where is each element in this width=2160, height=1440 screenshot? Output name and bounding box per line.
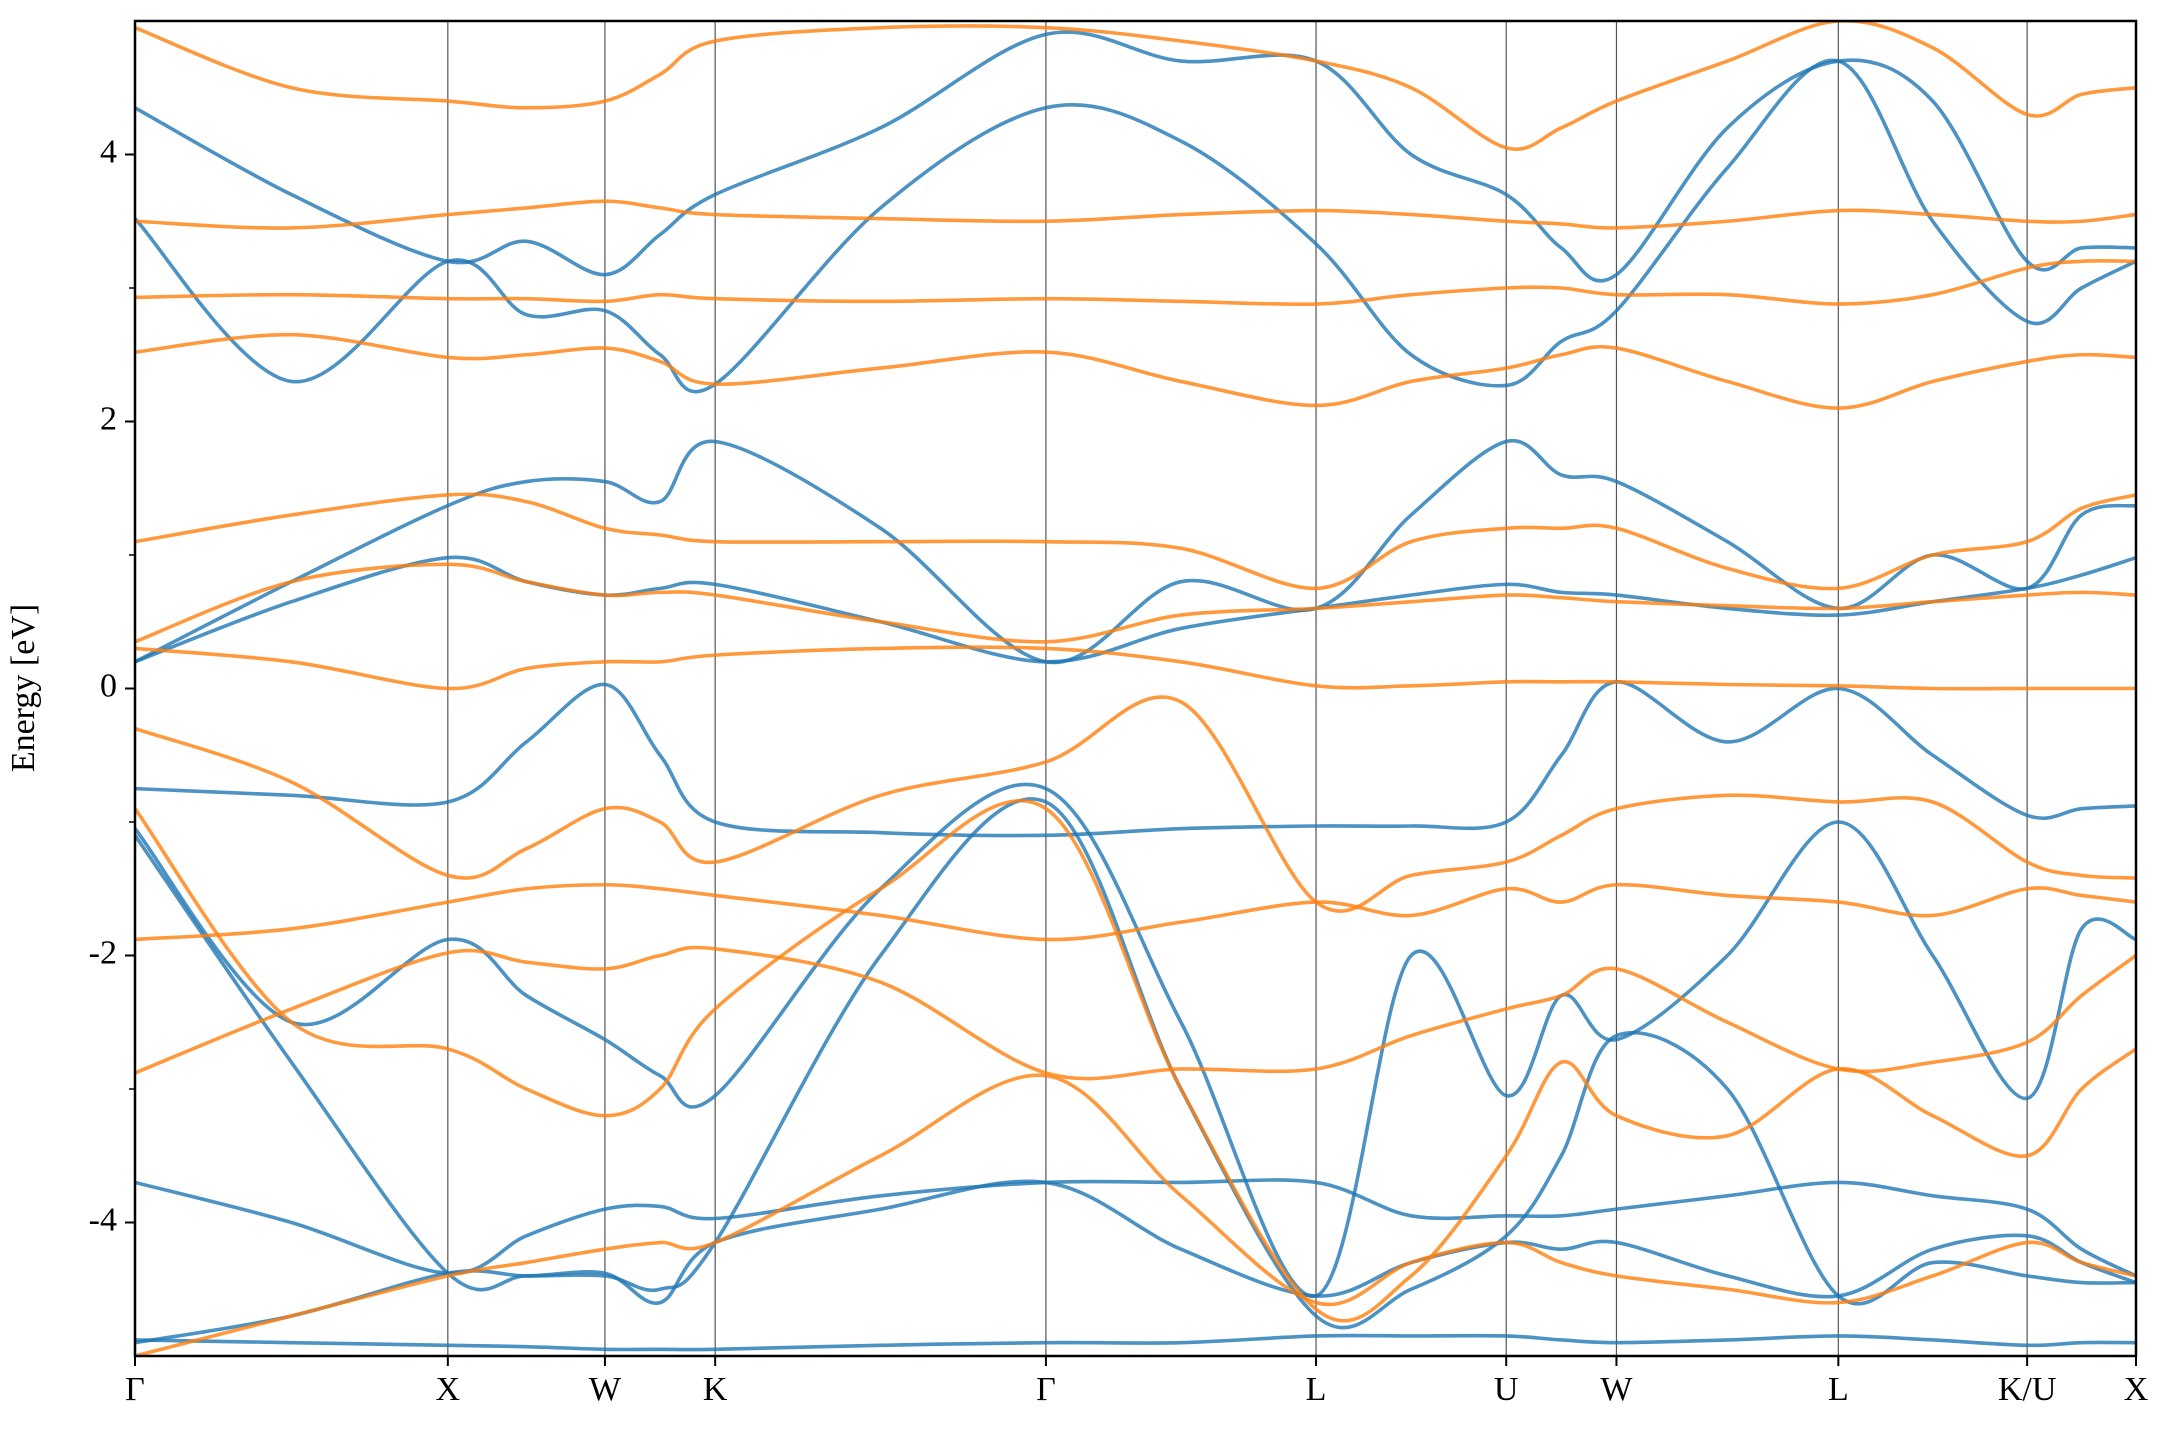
band-line	[135, 645, 2136, 691]
y-axis-label: Energy [eV]	[5, 604, 42, 772]
x-tick-label: X	[436, 1371, 461, 1408]
x-tick-label: K	[703, 1371, 728, 1408]
band-line	[135, 438, 2136, 665]
band-line	[135, 1073, 2136, 1356]
band-line	[135, 58, 2136, 394]
y-tick-label: -2	[89, 934, 117, 971]
band-line	[135, 695, 2136, 913]
band-line	[135, 799, 2136, 1323]
band-line	[135, 21, 2136, 151]
axes: Γ X W K Γ L U W L K/U X -4 -2 0 2 4	[89, 133, 2149, 1408]
x-tick-label: U	[1494, 1371, 1519, 1408]
band-line	[135, 199, 2136, 230]
band-line	[135, 782, 2136, 1298]
y-tick-label: 4	[100, 133, 117, 170]
bands	[135, 21, 2136, 1356]
y-tick-label: 2	[100, 400, 117, 437]
x-tick-label: Γ	[1036, 1371, 1056, 1408]
band-line	[135, 882, 2136, 942]
x-tick-label: Γ	[125, 1371, 145, 1408]
band-line	[135, 492, 2136, 591]
band-line	[135, 259, 2136, 307]
band-line	[135, 1178, 2136, 1278]
x-tick-label: K/U	[1998, 1371, 2057, 1408]
x-tick-label: W	[589, 1371, 622, 1408]
band-line	[135, 680, 2136, 838]
x-tick-label: L	[1828, 1371, 1849, 1408]
y-tick-label: 0	[100, 667, 117, 704]
band-line	[135, 945, 2136, 1081]
x-tick-label: L	[1306, 1371, 1327, 1408]
band-line	[135, 332, 2136, 410]
x-tick-label: W	[1600, 1371, 1633, 1408]
band-line	[135, 562, 2136, 644]
band-line	[135, 1333, 2136, 1352]
x-tick-label: X	[2124, 1371, 2149, 1408]
y-tick-label: -4	[89, 1201, 117, 1238]
